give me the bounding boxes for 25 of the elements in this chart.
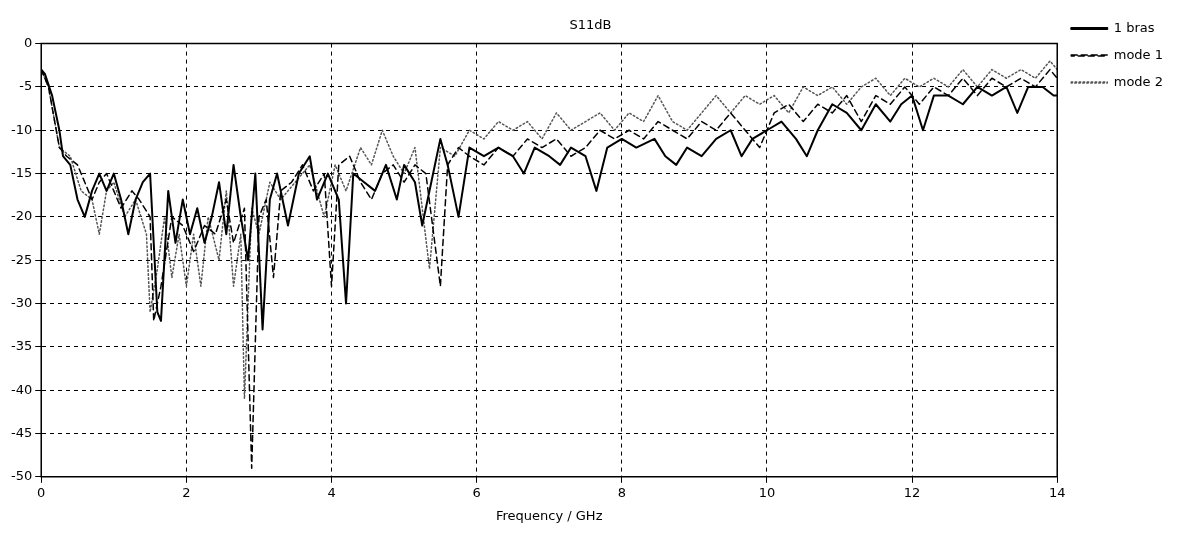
y-tick-label: -15	[11, 164, 33, 180]
chart-title: S11dB	[569, 17, 612, 33]
y-tick-label: -35	[11, 338, 33, 354]
y-tick-label: -50	[11, 468, 33, 484]
x-tick-label: 2	[182, 484, 191, 500]
y-tick-label: 0	[23, 34, 33, 50]
x-tick-label: 12	[903, 484, 921, 500]
x-axis-title: Frequency / GHz	[495, 507, 603, 523]
legend-label: mode 1	[1113, 46, 1164, 62]
x-tick-label: 8	[617, 484, 626, 500]
x-tick-label: 6	[472, 484, 481, 500]
x-tick-label: 4	[327, 484, 336, 500]
legend-label: mode 2	[1113, 73, 1164, 89]
y-tick-label: -25	[11, 251, 33, 267]
x-tick-label: 10	[758, 484, 776, 500]
x-tick-label: 14	[1048, 484, 1066, 500]
y-tick-label: -40	[11, 381, 33, 397]
x-tick-label: 0	[37, 484, 46, 500]
line-series	[41, 60, 1058, 400]
legend-label: 1 bras	[1113, 19, 1155, 35]
y-tick-label: -45	[11, 424, 33, 440]
y-tick-label: -20	[11, 208, 33, 224]
y-tick-label: -5	[19, 78, 33, 94]
y-tick-label: -10	[11, 121, 33, 137]
y-tick-label: -30	[11, 294, 33, 310]
